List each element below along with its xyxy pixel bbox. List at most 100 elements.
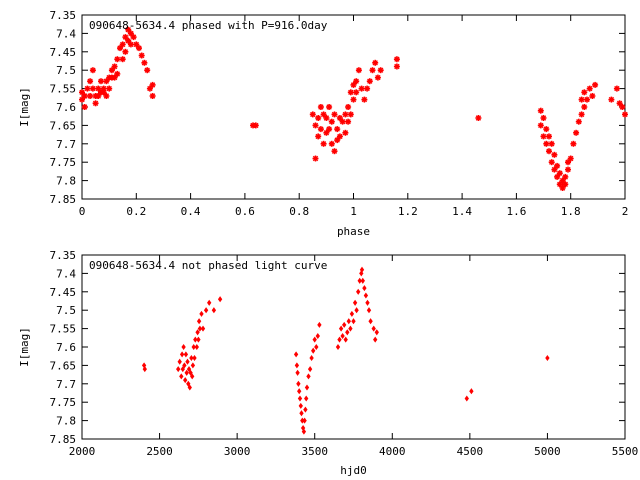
y-tick-label: 7.6 xyxy=(56,341,76,354)
data-point xyxy=(360,95,369,104)
data-point xyxy=(574,117,583,126)
plot-frame xyxy=(81,14,626,200)
data-point xyxy=(539,132,548,141)
x-tick-label: 5000 xyxy=(534,445,561,458)
data-point xyxy=(360,277,365,284)
data-point xyxy=(204,307,209,314)
data-point xyxy=(346,110,355,119)
data-point xyxy=(294,362,299,369)
data-point xyxy=(322,114,331,122)
data-point xyxy=(339,325,344,332)
data-point xyxy=(349,311,354,317)
y-tick-label: 7.65 xyxy=(50,119,77,132)
data-point xyxy=(566,154,575,163)
data-point xyxy=(121,47,130,56)
y-tick-label: 7.85 xyxy=(50,433,77,446)
data-point xyxy=(196,336,201,343)
data-point xyxy=(218,296,223,303)
data-point xyxy=(190,362,195,369)
tick-marks xyxy=(81,14,626,200)
y-tick-label: 7.6 xyxy=(56,101,76,114)
data-point xyxy=(297,388,302,395)
data-point xyxy=(304,395,309,402)
data-point xyxy=(148,92,157,100)
x-axis-label: phase xyxy=(337,225,370,238)
data-point xyxy=(330,147,339,155)
data-point xyxy=(314,344,319,350)
data-point xyxy=(80,92,89,100)
y-tick-label: 7.55 xyxy=(50,83,77,96)
data-point xyxy=(340,333,345,339)
data-point xyxy=(118,55,127,64)
data-point xyxy=(353,299,358,306)
data-point xyxy=(197,318,202,325)
data-point xyxy=(542,125,551,133)
data-point xyxy=(343,336,348,343)
data-point xyxy=(311,347,316,354)
data-point xyxy=(129,33,138,41)
data-point xyxy=(309,355,314,361)
x-tick-labels: 0 0.2 0.4 0.6 0.8 1 1.2 1.4 1.6 1.8 2 xyxy=(79,205,629,218)
data-point xyxy=(325,103,333,111)
data-point xyxy=(311,154,320,163)
data-points xyxy=(78,25,629,192)
phased-light-curve-chart: 7.357.47.457.57.557.67.657.77.757.87.85 … xyxy=(18,9,629,238)
unphased-light-curve-chart: 7.357.47.457.57.557.67.657.77.757.87.85 … xyxy=(18,249,638,477)
data-point xyxy=(185,358,190,365)
data-point xyxy=(366,307,372,314)
data-point xyxy=(335,344,341,350)
data-point xyxy=(357,84,366,93)
data-point xyxy=(299,410,304,417)
data-point xyxy=(355,66,363,74)
data-point xyxy=(545,132,553,141)
data-point xyxy=(336,132,344,141)
data-point xyxy=(302,417,307,424)
data-point xyxy=(314,114,323,122)
data-point xyxy=(368,66,377,74)
data-point xyxy=(572,129,580,137)
x-tick-label: 4000 xyxy=(379,445,406,458)
data-point xyxy=(118,40,127,49)
data-point xyxy=(349,95,358,104)
data-point xyxy=(179,373,184,380)
data-point xyxy=(200,325,206,332)
x-tick-label: 3000 xyxy=(224,445,251,458)
data-point xyxy=(539,114,548,122)
y-tick-label: 7.45 xyxy=(50,46,77,59)
data-point xyxy=(315,333,320,339)
data-point xyxy=(312,336,317,343)
data-point xyxy=(346,318,351,325)
data-point xyxy=(110,62,119,71)
plot-frame xyxy=(81,254,626,440)
y-tick-label: 7.55 xyxy=(50,323,77,336)
data-point xyxy=(177,358,182,365)
data-point xyxy=(365,299,370,306)
data-point xyxy=(83,84,92,93)
data-point xyxy=(113,70,122,78)
y-axis-label: I[mag] xyxy=(18,327,31,367)
data-point xyxy=(338,117,347,126)
data-point xyxy=(613,84,621,93)
data-point xyxy=(374,73,382,82)
y-tick-labels: 7.35 7.4 7.45 7.5 7.55 7.6 7.65 7.7 7.75 7.8 7.85 xyxy=(50,9,77,206)
data-point xyxy=(553,162,561,170)
chart-title: 090648-5634.4 not phased light curve xyxy=(89,259,327,272)
data-point xyxy=(344,103,352,111)
data-point xyxy=(308,110,317,119)
data-point xyxy=(308,366,313,372)
x-tick-label: 1.8 xyxy=(561,205,581,218)
x-tick-labels: 2000 2500 3000 3500 4000 4500 5000 5500 xyxy=(69,445,639,458)
data-point xyxy=(211,307,216,314)
y-tick-label: 7.35 xyxy=(50,249,77,262)
data-point xyxy=(373,336,378,343)
data-point xyxy=(591,81,599,89)
y-tick-label: 7.45 xyxy=(50,286,77,299)
data-point xyxy=(296,380,301,387)
data-point xyxy=(618,103,627,111)
x-tick-label: 4500 xyxy=(457,445,484,458)
data-point xyxy=(333,125,342,133)
data-point xyxy=(304,384,310,391)
data-point xyxy=(376,66,385,74)
data-point xyxy=(183,377,188,383)
